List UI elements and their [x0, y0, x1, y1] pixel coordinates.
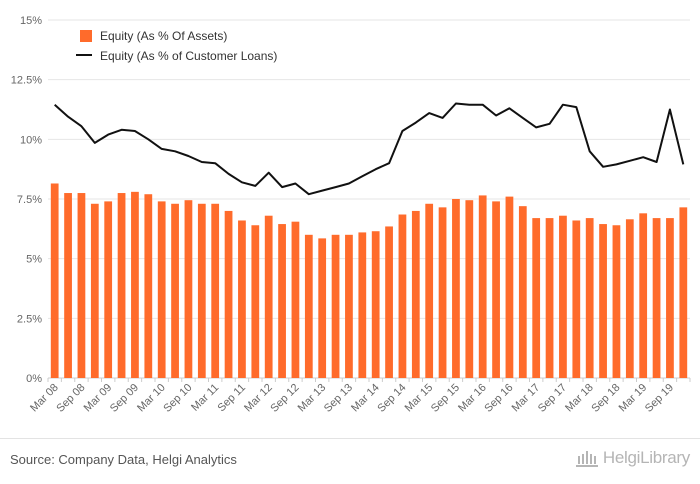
x-tick-label: Mar 08: [28, 382, 61, 415]
bar: [197, 203, 206, 378]
x-tick-label: Sep 08: [54, 382, 87, 415]
brand-name: HelgiLibrary: [602, 448, 690, 467]
bar: [518, 206, 527, 378]
x-tick-label: Sep 19: [643, 382, 676, 415]
bar-series: [50, 183, 688, 378]
bar: [117, 193, 126, 378]
bar: [331, 234, 340, 378]
library-building-icon: [575, 451, 598, 467]
y-tick-label: 15%: [20, 15, 42, 27]
bar: [345, 234, 353, 378]
bar: [224, 210, 233, 378]
x-tick-label: Mar 12: [242, 382, 275, 415]
footer: Source: Company Data, Helgi Analytics He…: [0, 438, 700, 484]
bar: [666, 218, 674, 378]
bar: [278, 224, 286, 378]
x-tick-label: Sep 14: [375, 382, 408, 415]
bar: [532, 218, 541, 378]
bar: [77, 193, 86, 378]
bar: [492, 201, 500, 378]
series-line: [54, 102, 685, 196]
bar: [425, 203, 434, 378]
bar: [679, 207, 688, 378]
bar: [465, 200, 474, 378]
bar: [505, 196, 514, 378]
x-tick-label: Sep 16: [482, 382, 515, 415]
bar: [144, 194, 153, 378]
x-tick-label: Mar 19: [617, 382, 650, 415]
bar: [251, 225, 260, 378]
y-tick-label: 2.5%: [17, 313, 42, 325]
chart-grid: [48, 19, 690, 379]
x-tick-label: Sep 09: [108, 382, 141, 415]
bar: [639, 213, 648, 378]
x-tick-label: Sep 11: [215, 382, 248, 415]
bar: [318, 238, 327, 378]
source-text: Source: Company Data, Helgi Analytics: [10, 452, 237, 467]
legend-label-assets: Equity (As % Of Assets): [100, 29, 227, 43]
bar: [171, 203, 179, 378]
y-tick-label: 12.5%: [11, 75, 42, 87]
x-tick-label: Sep 10: [161, 382, 194, 415]
bar: [131, 191, 139, 378]
bar: [438, 207, 447, 378]
y-tick-label: 5%: [26, 254, 42, 266]
y-axis-ticks: 0% 2.5% 5% 7.5% 10% 12.5% 15%: [11, 15, 42, 385]
x-tick-label: Sep 12: [268, 382, 301, 415]
bar: [452, 199, 460, 378]
bar: [238, 220, 246, 378]
x-tick-label: Mar 16: [456, 382, 489, 415]
bar: [411, 210, 420, 378]
bar: [64, 193, 72, 378]
x-tick-label: Mar 10: [135, 382, 168, 415]
bar: [90, 203, 99, 378]
bar: [585, 218, 594, 378]
bar: [104, 201, 113, 378]
bar: [385, 226, 393, 378]
bar: [612, 225, 621, 378]
x-tick-label: Mar 18: [563, 382, 596, 415]
bar: [358, 232, 367, 378]
legend: Equity (As % Of Assets) Equity (As % of …: [76, 29, 277, 63]
legend-swatch-assets: [80, 30, 92, 42]
y-tick-label: 7.5%: [17, 194, 42, 206]
bar: [184, 200, 193, 378]
line-series: [54, 102, 685, 196]
bar: [304, 234, 313, 378]
bar: [398, 214, 407, 378]
bar: [545, 218, 554, 378]
bar: [652, 218, 661, 378]
bar: [157, 201, 166, 378]
x-tick-label: Sep 17: [536, 382, 569, 415]
bar: [559, 215, 567, 378]
legend-label-loans: Equity (As % of Customer Loans): [100, 49, 277, 63]
y-tick-label: 10%: [20, 134, 42, 146]
bar: [478, 195, 487, 378]
x-tick-label: Mar 14: [349, 382, 382, 415]
x-tick-label: Mar 11: [189, 382, 221, 414]
x-tick-label: Mar 13: [296, 382, 329, 415]
x-tick-label: Mar 17: [510, 382, 543, 415]
x-tick-label: Mar 09: [82, 382, 115, 415]
x-tick-label: Sep 13: [322, 382, 355, 415]
x-tick-label: Mar 15: [403, 382, 436, 415]
bar: [211, 203, 220, 378]
bar: [599, 224, 607, 378]
bar: [371, 231, 380, 378]
bar: [625, 219, 634, 378]
bar: [291, 221, 300, 378]
y-tick-label: 0%: [26, 373, 42, 385]
bar: [572, 220, 581, 378]
bar: [264, 215, 273, 378]
x-tick-label: Sep 15: [429, 382, 462, 415]
x-tick-label: Sep 18: [589, 382, 622, 415]
brand-logo[interactable]: HelgiLibrary: [575, 448, 690, 468]
bar: [50, 183, 59, 378]
